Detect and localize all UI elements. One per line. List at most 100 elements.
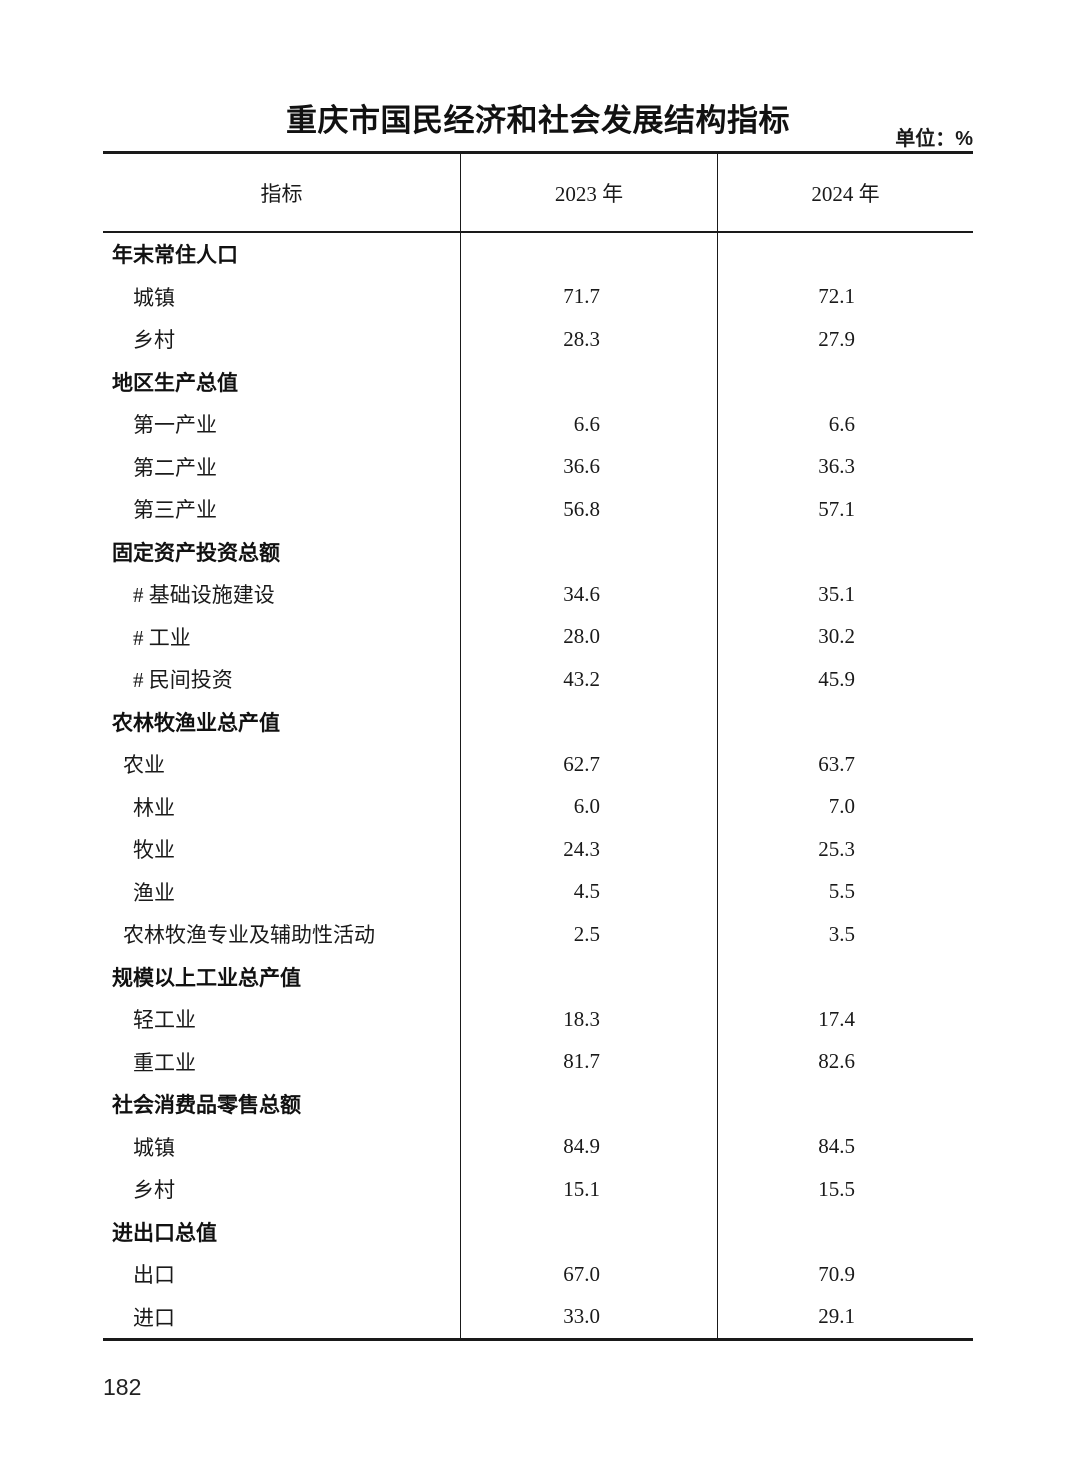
cell-2024: 27.9	[717, 318, 973, 361]
cell-2024: 15.5	[717, 1168, 973, 1211]
column-header-indicator: 指标	[260, 181, 303, 206]
cell-2024	[717, 530, 973, 573]
cell-2023	[460, 360, 717, 403]
cell-2024: 84.5	[717, 1125, 973, 1168]
cell-2024: 6.6	[717, 403, 973, 446]
cell-2024: 7.0	[717, 785, 973, 828]
cell-2024	[717, 955, 973, 998]
cell-2024	[717, 700, 973, 743]
cell-2023	[460, 955, 717, 998]
row-label: 规模以上工业总产值	[112, 966, 301, 990]
cell-2024: 45.9	[717, 658, 973, 701]
cell-2023: 71.7	[460, 275, 717, 318]
page-title: 重庆市国民经济和社会发展结构指标	[286, 103, 790, 138]
cell-2024	[717, 233, 973, 276]
table-row: 重工业 81.7 82.6	[103, 1040, 973, 1083]
column-header-2024: 2024 年	[717, 154, 973, 231]
cell-2023: 6.0	[460, 785, 717, 828]
table-row: 规模以上工业总产值	[103, 955, 973, 998]
cell-2024: 57.1	[717, 488, 973, 531]
cell-2023: 34.6	[460, 573, 717, 616]
cell-2023: 28.3	[460, 318, 717, 361]
row-label: 进出口总值	[112, 1221, 217, 1245]
table-row: 城镇 84.9 84.5	[103, 1125, 973, 1168]
cell-2023: 84.9	[460, 1125, 717, 1168]
cell-2023: 62.7	[460, 743, 717, 786]
row-label: 城镇	[133, 285, 175, 310]
table-row: # 民间投资 43.2 45.9	[103, 658, 973, 701]
table-row: 农林牧渔专业及辅助性活动 2.5 3.5	[103, 913, 973, 956]
table-row: 渔业 4.5 5.5	[103, 870, 973, 913]
unit-label: 单位：%	[895, 128, 973, 150]
indicators-table: 指标 2023 年 2024 年 年末常住人口 城镇 71.7 72.1 乡村 …	[103, 151, 973, 1341]
row-label: 乡村	[133, 328, 175, 353]
cell-2024: 3.5	[717, 913, 973, 956]
cell-2023: 43.2	[460, 658, 717, 701]
row-label: 乡村	[133, 1178, 175, 1203]
cell-2023: 24.3	[460, 828, 717, 871]
cell-2024	[717, 1210, 973, 1253]
cell-2023	[460, 233, 717, 276]
table-row: 社会消费品零售总额	[103, 1083, 973, 1126]
cell-2023	[460, 530, 717, 573]
cell-2024	[717, 1083, 973, 1126]
table-row: 固定资产投资总额	[103, 530, 973, 573]
table-row: 第一产业 6.6 6.6	[103, 403, 973, 446]
table-header-row: 指标 2023 年 2024 年	[103, 154, 973, 233]
cell-2024: 17.4	[717, 998, 973, 1041]
cell-2023: 4.5	[460, 870, 717, 913]
table-row: 乡村 28.3 27.9	[103, 318, 973, 361]
table-row: 出口 67.0 70.9	[103, 1253, 973, 1296]
cell-2024: 35.1	[717, 573, 973, 616]
row-label: 年末常住人口	[112, 244, 238, 268]
row-label: 第二产业	[133, 455, 217, 480]
row-label: 社会消费品零售总额	[112, 1094, 301, 1118]
cell-2023: 18.3	[460, 998, 717, 1041]
cell-2024: 63.7	[717, 743, 973, 786]
row-label: # 民间投资	[133, 668, 233, 693]
cell-2023: 67.0	[460, 1253, 717, 1296]
cell-2024: 29.1	[717, 1295, 973, 1338]
row-label: 林业	[133, 795, 175, 820]
row-label: 固定资产投资总额	[112, 541, 280, 565]
table-row: # 工业 28.0 30.2	[103, 615, 973, 658]
cell-2023: 28.0	[460, 615, 717, 658]
cell-2023: 2.5	[460, 913, 717, 956]
row-label: 重工业	[133, 1050, 196, 1075]
table-row: 地区生产总值	[103, 360, 973, 403]
table-body: 年末常住人口 城镇 71.7 72.1 乡村 28.3 27.9 地区生产总值 …	[103, 233, 973, 1338]
page-number: 182	[103, 1374, 142, 1400]
table-row: 乡村 15.1 15.5	[103, 1168, 973, 1211]
table-row: # 基础设施建设 34.6 35.1	[103, 573, 973, 616]
table-row: 林业 6.0 7.0	[103, 785, 973, 828]
row-label: 地区生产总值	[112, 371, 238, 395]
cell-2023: 36.6	[460, 445, 717, 488]
table-row: 进口 33.0 29.1	[103, 1295, 973, 1338]
row-label: 城镇	[133, 1135, 175, 1160]
cell-2024: 30.2	[717, 615, 973, 658]
cell-2023: 56.8	[460, 488, 717, 531]
table-row: 进出口总值	[103, 1210, 973, 1253]
table-row: 农业 62.7 63.7	[103, 743, 973, 786]
row-label: 农林牧渔业总产值	[112, 711, 280, 735]
row-label: 出口	[133, 1263, 175, 1288]
cell-2024: 36.3	[717, 445, 973, 488]
row-label: 进口	[133, 1305, 175, 1330]
cell-2024: 82.6	[717, 1040, 973, 1083]
cell-2023	[460, 1083, 717, 1126]
cell-2023	[460, 700, 717, 743]
table-row: 年末常住人口	[103, 233, 973, 276]
row-label: 渔业	[133, 880, 175, 905]
table-row: 牧业 24.3 25.3	[103, 828, 973, 871]
cell-2024: 5.5	[717, 870, 973, 913]
cell-2024	[717, 360, 973, 403]
row-label: 第一产业	[133, 413, 217, 438]
cell-2023: 15.1	[460, 1168, 717, 1211]
table-row: 农林牧渔业总产值	[103, 700, 973, 743]
table-row: 第二产业 36.6 36.3	[103, 445, 973, 488]
table-row: 城镇 71.7 72.1	[103, 275, 973, 318]
cell-2023	[460, 1210, 717, 1253]
cell-2024: 72.1	[717, 275, 973, 318]
row-label: 牧业	[133, 838, 175, 863]
